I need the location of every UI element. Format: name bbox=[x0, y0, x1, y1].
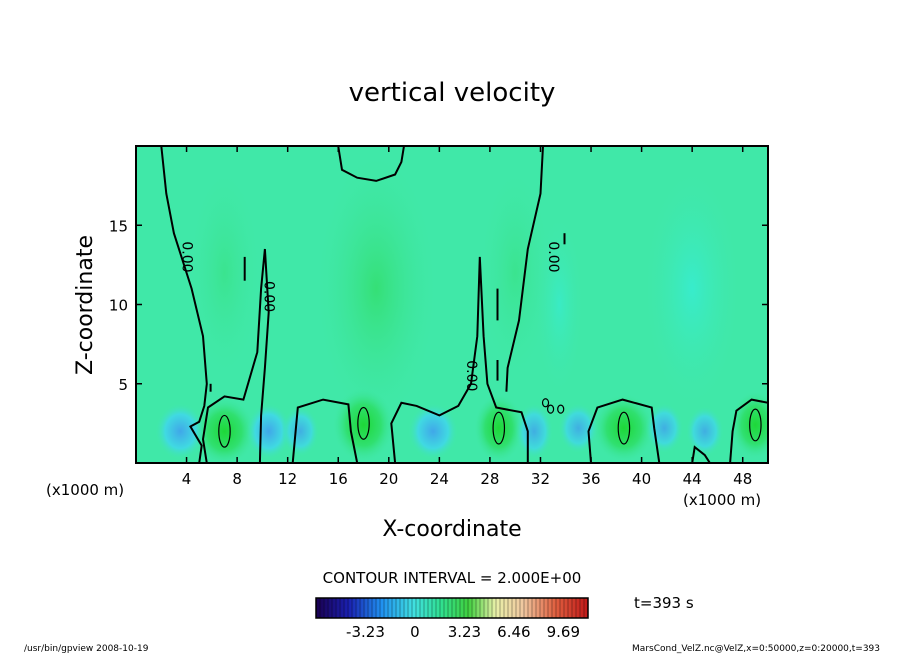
colorbar-frame bbox=[315, 597, 589, 619]
footer-right: MarsCond_VelZ.nc@VelZ,x=0:50000,z=0:2000… bbox=[632, 644, 880, 654]
contour-label: 0.00 bbox=[545, 241, 561, 272]
field-blob bbox=[186, 161, 263, 384]
closed-contour bbox=[546, 404, 555, 414]
x-tick-label: 4 bbox=[182, 470, 192, 488]
zero-contour-cell-5 bbox=[729, 398, 768, 463]
footer-left: /usr/bin/gpview 2008-10-19 bbox=[24, 644, 149, 654]
x-axis-label: X-coordinate bbox=[382, 517, 521, 542]
x-tick-label: 8 bbox=[232, 470, 242, 488]
x-tick-label: 16 bbox=[329, 470, 348, 488]
x-tick-label: 12 bbox=[278, 470, 297, 488]
x-tick-label: 28 bbox=[480, 470, 499, 488]
x-unit-left: (x1000 m) bbox=[46, 481, 124, 499]
zero-contour-cell-2 bbox=[291, 398, 359, 463]
field-blob bbox=[312, 146, 440, 432]
y-tick-label: 5 bbox=[118, 376, 128, 394]
x-tick-label: 44 bbox=[683, 470, 702, 488]
field-blob bbox=[592, 393, 656, 463]
zero-contour-left bbox=[160, 146, 208, 463]
contour-lines bbox=[160, 146, 768, 463]
contour-labels: 0.00 0.00 0.00 0.00 bbox=[179, 241, 562, 391]
x-tick-label: 36 bbox=[581, 470, 600, 488]
field-blob bbox=[245, 402, 292, 460]
field-blob bbox=[558, 402, 599, 454]
y-axis-ticks: 5 10 15 bbox=[109, 217, 768, 394]
field-blob bbox=[534, 209, 585, 400]
zero-contour-top bbox=[337, 146, 405, 182]
zero-contour-cell-3 bbox=[587, 398, 661, 463]
zero-contour-center bbox=[390, 256, 529, 463]
contour-label: 0.00 bbox=[463, 360, 479, 391]
colorbar-tick-labels: -3.23 0 3.23 6.46 9.69 bbox=[346, 623, 580, 641]
closed-contour bbox=[541, 398, 550, 408]
x-tick-label: 24 bbox=[430, 470, 449, 488]
closed-contour bbox=[617, 411, 631, 445]
closed-contour bbox=[357, 406, 370, 440]
y-tick-label: 10 bbox=[109, 297, 128, 315]
field-blob bbox=[192, 396, 257, 463]
y-tick-label: 15 bbox=[109, 217, 128, 235]
zero-contour-cell-1 bbox=[201, 248, 270, 463]
x-tick-label: 40 bbox=[632, 470, 651, 488]
colorbar: -3.23 0 3.23 6.46 9.69 bbox=[315, 597, 589, 641]
contour-label: 0.00 bbox=[261, 281, 277, 312]
contour-label: 0.00 bbox=[179, 241, 195, 272]
colorbar-tick-label: 6.46 bbox=[497, 623, 530, 641]
x-tick-label: 32 bbox=[531, 470, 550, 488]
field-blob bbox=[515, 402, 554, 460]
field-blob bbox=[407, 402, 459, 460]
colorbar-tick-label: 9.69 bbox=[547, 623, 580, 641]
plot-area bbox=[136, 146, 768, 463]
field-blob bbox=[154, 402, 206, 460]
field-blob bbox=[331, 386, 396, 463]
colorbar-stripes bbox=[319, 598, 585, 618]
field-blob bbox=[641, 161, 743, 416]
field-blob bbox=[281, 405, 320, 457]
closed-contour bbox=[557, 404, 565, 414]
colorbar-tick-label: 3.23 bbox=[448, 623, 481, 641]
colorbar-tick-label: 0 bbox=[410, 623, 420, 641]
x-unit-right: (x1000 m) bbox=[683, 491, 761, 509]
closed-contour bbox=[218, 414, 231, 448]
zero-contour-cell-4 bbox=[691, 445, 711, 463]
x-tick-label: 20 bbox=[379, 470, 398, 488]
x-axis-ticks: 4 8 12 16 20 24 28 32 36 40 44 48 bbox=[182, 146, 752, 488]
chart-title: vertical velocity bbox=[349, 78, 556, 108]
field-blob bbox=[685, 405, 724, 457]
zero-contour-right bbox=[505, 146, 544, 392]
field-blob bbox=[645, 402, 684, 454]
closed-contour bbox=[749, 408, 762, 442]
closed-contour bbox=[492, 411, 506, 445]
contour-interval-label: CONTOUR INTERVAL = 2.000E+00 bbox=[323, 569, 582, 587]
colorbar-tick-label: -3.23 bbox=[346, 623, 385, 641]
time-label: t=393 s bbox=[634, 594, 694, 612]
x-tick-label: 48 bbox=[733, 470, 752, 488]
y-axis-label: Z-coordinate bbox=[73, 235, 98, 375]
